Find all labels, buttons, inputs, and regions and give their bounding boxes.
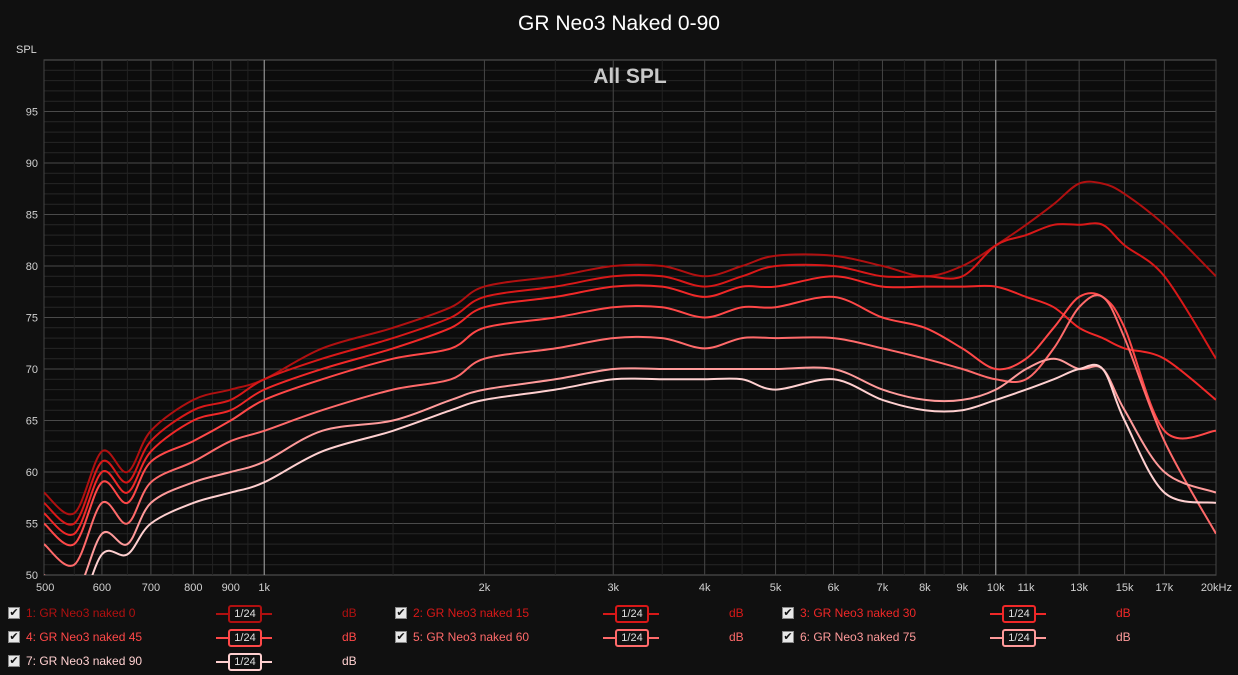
legend-unit: dB bbox=[1116, 630, 1131, 644]
x-tick-label: 900 bbox=[222, 582, 240, 594]
legend-item-2[interactable]: ✔ 2: GR Neo3 naked 15 1/24 dB bbox=[395, 603, 744, 623]
y-tick-label: 70 bbox=[26, 364, 38, 376]
legend-item-1[interactable]: ✔ 1: GR Neo3 naked 0 1/24 dB bbox=[8, 603, 357, 623]
smoothing-button[interactable]: 1/24 bbox=[603, 629, 659, 647]
legend-item-6[interactable]: ✔ 6: GR Neo3 naked 75 1/24 dB bbox=[782, 627, 1131, 647]
x-tick-label: 11k bbox=[1018, 582, 1035, 594]
y-tick-label: 95 bbox=[26, 107, 38, 119]
y-tick-label: 65 bbox=[26, 416, 38, 428]
legend-item-5[interactable]: ✔ 5: GR Neo3 naked 60 1/24 dB bbox=[395, 627, 744, 647]
y-axis-ticks: 50 55 60 65 70 75 80 85 90 95 bbox=[26, 107, 38, 583]
legend-label: 4: GR Neo3 naked 45 bbox=[26, 630, 143, 644]
legend-checkbox[interactable]: ✔ bbox=[8, 631, 20, 643]
series-line-2 bbox=[44, 222, 1216, 526]
legend-label: 7: GR Neo3 naked 90 bbox=[26, 654, 143, 668]
legend-checkbox[interactable]: ✔ bbox=[8, 655, 20, 667]
smoothing-label: 1/24 bbox=[1002, 629, 1036, 647]
smoothing-label: 1/24 bbox=[1002, 605, 1036, 623]
legend-label: 5: GR Neo3 naked 60 bbox=[413, 630, 530, 644]
smoothing-button[interactable]: 1/24 bbox=[216, 629, 272, 647]
series-line-4 bbox=[44, 292, 1216, 547]
legend-unit: dB bbox=[1116, 606, 1131, 620]
y-tick-label: 80 bbox=[26, 261, 38, 273]
smoothing-button[interactable]: 1/24 bbox=[990, 629, 1046, 647]
smoothing-button[interactable]: 1/24 bbox=[216, 653, 272, 671]
smoothing-label: 1/24 bbox=[615, 605, 649, 623]
smoothing-label: 1/24 bbox=[228, 653, 262, 671]
x-tick-label: 2k bbox=[479, 582, 491, 594]
legend-label: 6: GR Neo3 naked 75 bbox=[800, 630, 917, 644]
legend-checkbox[interactable]: ✔ bbox=[782, 607, 794, 619]
x-tick-label: 700 bbox=[142, 582, 160, 594]
legend-item-4[interactable]: ✔ 4: GR Neo3 naked 45 1/24 dB bbox=[8, 627, 357, 647]
legend-item-7[interactable]: ✔ 7: GR Neo3 naked 90 1/24 dB bbox=[8, 651, 357, 671]
smoothing-label: 1/24 bbox=[615, 629, 649, 647]
legend-label: 1: GR Neo3 naked 0 bbox=[26, 606, 136, 620]
x-axis-ticks: 500 600 700 800 900 1k 2k 3k 4k 5k 6k 7k 8k 9k 10k 11k 1… bbox=[36, 582, 1232, 594]
series-line-5 bbox=[44, 294, 1216, 567]
legend-unit: dB bbox=[342, 654, 357, 668]
spl-chart: GR Neo3 Naked 0-90 SPL 50 55 60 65 70 75 80 85 9… bbox=[16, 12, 1232, 594]
x-tick-label: 10k bbox=[987, 582, 1005, 594]
y-tick-label: 50 bbox=[26, 570, 38, 582]
series-lines bbox=[44, 180, 1216, 575]
legend-item-3[interactable]: ✔ 3: GR Neo3 naked 30 1/24 dB bbox=[782, 603, 1131, 623]
x-tick-label: 800 bbox=[184, 582, 202, 594]
y-tick-label: 75 bbox=[26, 313, 38, 325]
smoothing-button[interactable]: 1/24 bbox=[603, 605, 659, 623]
chart-title: GR Neo3 Naked 0-90 bbox=[518, 12, 720, 35]
x-tick-label: 9k bbox=[956, 582, 968, 594]
x-tick-label: 13k bbox=[1070, 582, 1088, 594]
x-tick-label: 3k bbox=[607, 582, 619, 594]
smoothing-label: 1/24 bbox=[228, 629, 262, 647]
legend-unit: dB bbox=[729, 606, 744, 620]
x-tick-label: 1k bbox=[258, 582, 270, 594]
legend-label: 3: GR Neo3 naked 30 bbox=[800, 606, 917, 620]
y-axis-label: SPL bbox=[16, 44, 37, 56]
y-tick-label: 55 bbox=[26, 519, 38, 531]
series-line-3 bbox=[44, 275, 1216, 537]
series-line-1 bbox=[44, 180, 1216, 516]
legend-unit: dB bbox=[729, 630, 744, 644]
legend-checkbox[interactable]: ✔ bbox=[8, 607, 20, 619]
legend-checkbox[interactable]: ✔ bbox=[782, 631, 794, 643]
x-tick-label: 4k bbox=[699, 582, 711, 594]
smoothing-button[interactable]: 1/24 bbox=[990, 605, 1046, 623]
x-tick-label: 20kHz bbox=[1201, 582, 1232, 594]
legend-label: 2: GR Neo3 naked 15 bbox=[413, 606, 530, 620]
x-tick-label: 17k bbox=[1155, 582, 1173, 594]
y-tick-label: 85 bbox=[26, 210, 38, 222]
series-line-6 bbox=[44, 357, 1216, 575]
x-tick-label: 600 bbox=[93, 582, 111, 594]
x-tick-label: 5k bbox=[770, 582, 782, 594]
legend-checkbox[interactable]: ✔ bbox=[395, 607, 407, 619]
x-tick-label: 15k bbox=[1116, 582, 1134, 594]
series-line-7 bbox=[91, 363, 1216, 575]
smoothing-button[interactable]: 1/24 bbox=[216, 605, 272, 623]
x-tick-label: 6k bbox=[828, 582, 840, 594]
legend-checkbox[interactable]: ✔ bbox=[395, 631, 407, 643]
y-tick-label: 90 bbox=[26, 158, 38, 170]
x-tick-label: 8k bbox=[919, 582, 931, 594]
x-tick-label: 7k bbox=[877, 582, 889, 594]
legend: ✔ 1: GR Neo3 naked 0 1/24 dB ✔ 2: GR Neo3 nak… bbox=[0, 600, 1238, 675]
chart-subtitle: All SPL bbox=[593, 65, 667, 88]
x-tick-label: 500 bbox=[36, 582, 54, 594]
legend-unit: dB bbox=[342, 606, 357, 620]
smoothing-label: 1/24 bbox=[228, 605, 262, 623]
legend-unit: dB bbox=[342, 630, 357, 644]
y-tick-label: 60 bbox=[26, 467, 38, 479]
